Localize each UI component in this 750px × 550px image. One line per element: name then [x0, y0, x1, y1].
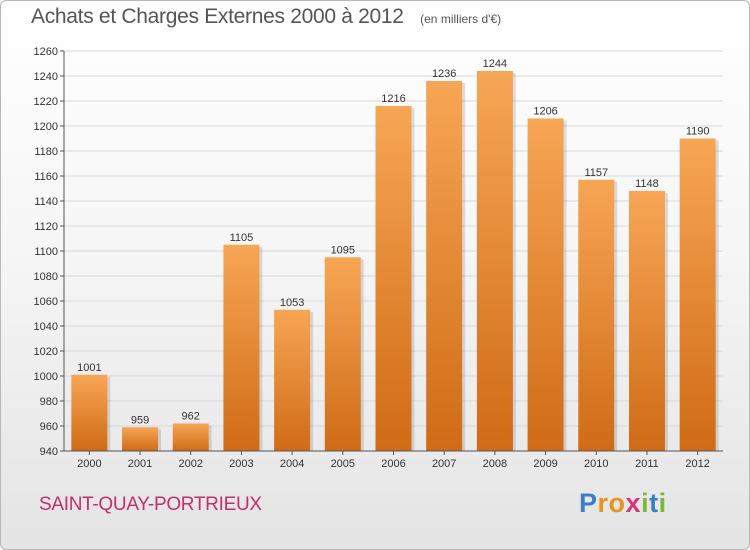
bar-2010 — [578, 179, 615, 451]
x-tick-label: 2002 — [178, 458, 202, 470]
logo-letter: o — [608, 488, 626, 518]
y-tick-label: 1240 — [34, 71, 58, 83]
logo-letter: t — [649, 488, 659, 518]
x-tick-label: 2003 — [229, 458, 253, 470]
data-label: 1244 — [483, 58, 507, 70]
x-tick-label: 2007 — [432, 458, 456, 470]
y-tick-label: 1200 — [34, 121, 58, 133]
x-tick-label: 2010 — [584, 458, 608, 470]
data-label: 1001 — [77, 362, 101, 374]
bar-2003 — [223, 244, 260, 451]
y-tick-label: 960 — [40, 421, 58, 433]
data-label: 1157 — [584, 167, 608, 179]
bar-2000 — [71, 374, 108, 451]
y-tick-label: 1100 — [34, 246, 58, 258]
x-tick-label: 2008 — [483, 458, 507, 470]
y-tick-label: 1020 — [34, 346, 58, 358]
proxiti-logo: Proxiti — [579, 488, 667, 519]
bar-2011 — [628, 191, 665, 451]
x-tick-label: 2000 — [77, 458, 101, 470]
y-tick-label: 1040 — [34, 321, 58, 333]
x-tick-label: 2011 — [635, 458, 659, 470]
y-tick-label: 1140 — [34, 196, 58, 208]
data-label: 1105 — [230, 232, 254, 244]
y-tick-label: 1000 — [34, 371, 58, 383]
bar-2004 — [274, 309, 311, 451]
bar-2008 — [476, 71, 513, 451]
data-label: 959 — [131, 414, 149, 426]
x-tick-label: 2004 — [280, 458, 304, 470]
y-tick-label: 1160 — [34, 171, 58, 183]
x-tick-label: 2005 — [331, 458, 355, 470]
logo-letter: P — [579, 488, 598, 518]
y-tick-label: 980 — [40, 396, 58, 408]
bar-2001 — [122, 427, 159, 451]
logo-letter: i — [641, 488, 650, 518]
data-label: 1053 — [280, 297, 304, 309]
y-tick-label: 940 — [40, 446, 58, 458]
logo-letter: x — [625, 488, 642, 518]
logo-letter: i — [658, 488, 667, 518]
axes: 940 960 980 1000 1020 1040 1060 1080 1100 1120 114… — [34, 46, 723, 470]
town-name: SAINT-QUAY-PORTRIEUX — [39, 494, 262, 515]
bar-2006 — [375, 106, 412, 451]
x-tick-label: 2006 — [381, 458, 405, 470]
bar-2007 — [426, 81, 463, 451]
x-tick-label: 2009 — [533, 458, 557, 470]
logo-letter: r — [597, 488, 609, 518]
chart-title-row: Achats et Charges Externes 2000 à 2012 (… — [31, 5, 501, 29]
y-tick-label: 1260 — [34, 46, 58, 58]
y-tick-label: 1060 — [34, 296, 58, 308]
data-label: 1206 — [533, 106, 557, 118]
x-tick-label: 2001 — [128, 458, 152, 470]
x-tick-label: 2012 — [685, 458, 709, 470]
chart-unit: (en milliers d'€) — [420, 12, 502, 26]
data-label: 1236 — [432, 68, 456, 80]
chart-title: Achats et Charges Externes 2000 à 2012 — [31, 5, 404, 28]
data-label: 1216 — [381, 93, 405, 105]
bar-2002 — [172, 423, 209, 451]
y-tick-label: 1120 — [34, 221, 58, 233]
data-label: 1095 — [331, 244, 355, 256]
data-label: 1148 — [635, 178, 659, 190]
bar-2005 — [324, 257, 361, 451]
y-tick-label: 1080 — [34, 271, 58, 283]
bar-2009 — [527, 118, 564, 451]
bars — [71, 71, 719, 451]
data-label: 962 — [182, 411, 200, 423]
labels: 1001 959 962 1105 1053 1095 1216 1236 1244 1206 11… — [77, 58, 709, 426]
y-tick-label: 1180 — [34, 146, 58, 158]
data-label: 1190 — [686, 126, 710, 138]
y-tick-label: 1220 — [34, 96, 58, 108]
bar-2012 — [679, 138, 716, 451]
